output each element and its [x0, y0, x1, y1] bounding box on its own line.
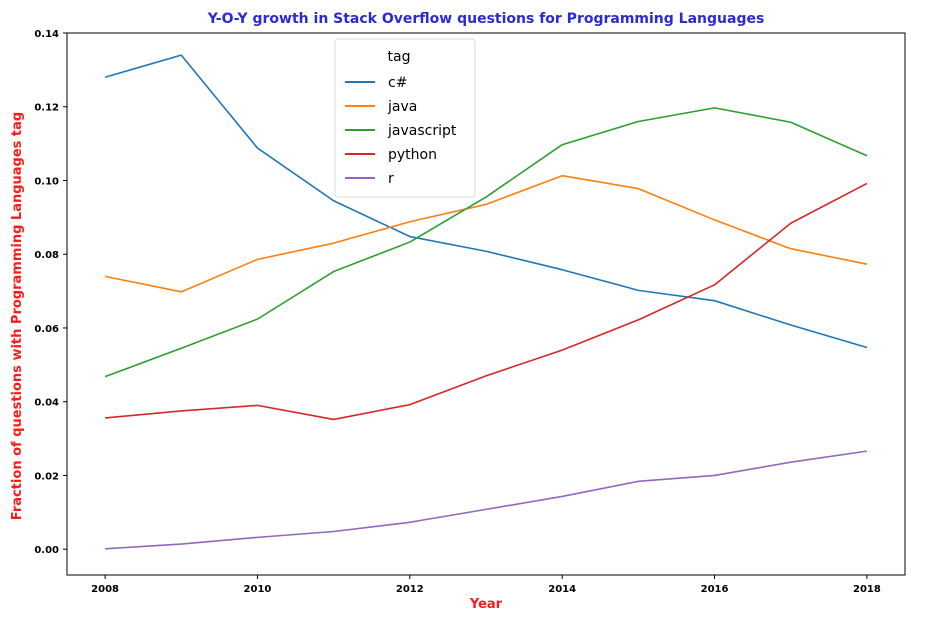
x-tick-label: 2016: [701, 584, 729, 595]
y-axis-label: Fraction of questions with Programming L…: [10, 112, 25, 520]
legend-title: tag: [388, 49, 411, 65]
y-tick-label: 0.12: [34, 103, 59, 114]
plot-area: 2008 2010 2012 2014 2016 2018 0.00 0.02 0.04 0.06…: [34, 29, 906, 595]
legend-entry-label: javascript: [387, 123, 457, 139]
series-line-python: [105, 182, 868, 421]
series-line-csharp: [104, 54, 868, 349]
legend-entry-label: python: [388, 147, 437, 163]
legend-entry-label: c#: [388, 75, 407, 91]
y-tick-label: 0.10: [34, 176, 59, 187]
y-tick-label: 0.04: [34, 398, 59, 409]
y-tick-label: 0.14: [34, 29, 59, 40]
x-tick-label: 2010: [244, 584, 272, 595]
x-axis-label: Year: [469, 597, 503, 612]
series-line-r: [105, 450, 868, 550]
y-tick-label: 0.08: [34, 250, 59, 261]
y-tick-label: 0.00: [34, 545, 59, 556]
legend-entry-label: java: [387, 99, 417, 115]
series-line-javascript: [104, 107, 868, 378]
legend-entry-label: r: [388, 171, 394, 187]
x-tick-label: 2018: [853, 584, 881, 595]
series-line-java: [104, 174, 868, 293]
plot-frame: [66, 32, 906, 576]
legend: tag c# java javascript python r: [334, 38, 476, 198]
y-tick-label: 0.02: [34, 471, 59, 482]
y-tick-label: 0.06: [34, 324, 59, 335]
x-tick-label: 2008: [91, 584, 119, 595]
x-tick-label: 2012: [396, 584, 424, 595]
chart-title: Y-O-Y growth in Stack Overflow questions…: [207, 11, 765, 27]
legend-box: [334, 38, 476, 198]
x-tick-label: 2014: [548, 584, 576, 595]
